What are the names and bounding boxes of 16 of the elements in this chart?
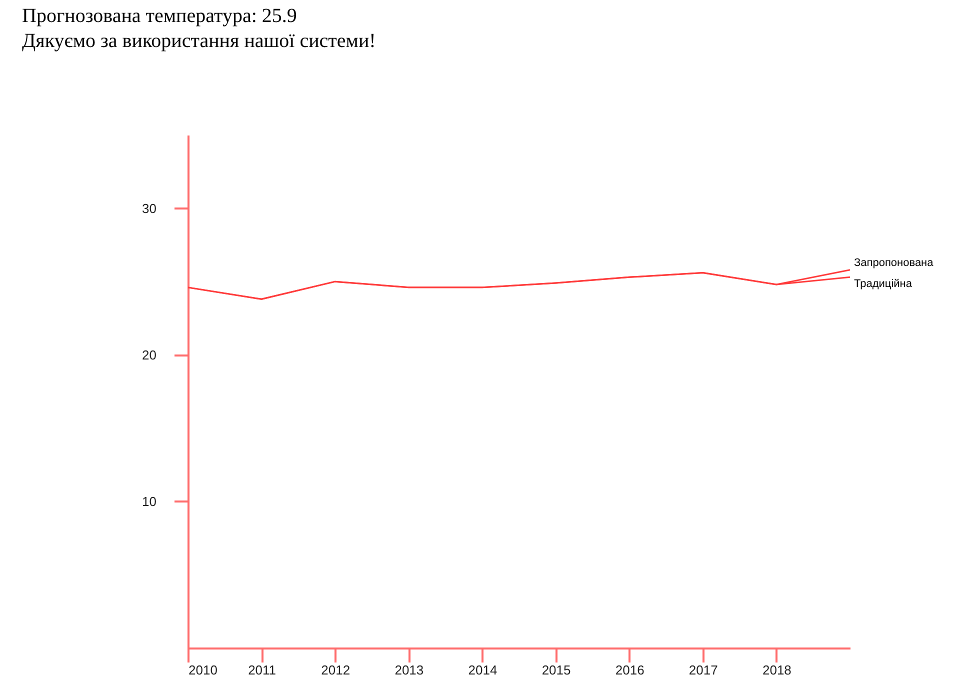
y-tick-label: 10 [142,494,156,509]
series-label: Традиційна [854,278,913,290]
series-label: Запропонована [854,256,934,269]
chart-title: Прогнозована температура: 25.9 [22,4,298,29]
x-tick-label: 2017 [688,662,718,678]
x-tick-label: 2016 [615,662,644,678]
chart-subtitle: Дякуємо за використання нашої системи! [22,29,376,54]
x-tick-label: 2013 [394,662,424,678]
x-tick-label: 2018 [762,662,792,678]
x-tick-label: 2014 [468,662,498,678]
x-tick-label: 2010 [188,662,218,678]
x-tick-label: 2015 [542,662,571,678]
x-tick-label: 2012 [321,662,350,678]
y-tick-label: 20 [142,347,156,362]
x-tick-label: 2011 [248,662,276,678]
y-tick-label: 30 [142,200,156,216]
